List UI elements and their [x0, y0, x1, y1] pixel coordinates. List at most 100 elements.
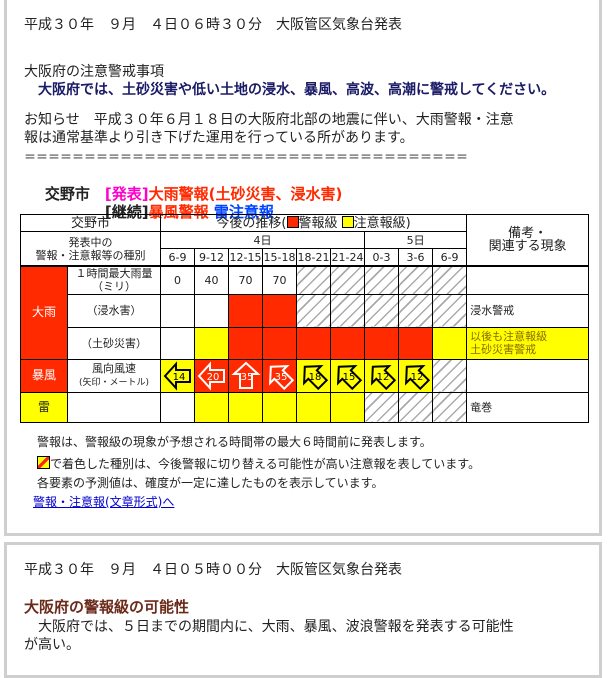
issued-time: 平成３０年 ９月 ４日０６時３０分 大阪管区気象台発表	[24, 17, 402, 33]
note: 各要素の予測値は、確度が一定に達したものを表示しています。	[37, 476, 384, 490]
forecast-cell	[330, 391, 366, 423]
warning-type: 雷	[20, 391, 68, 423]
forecast-cell	[262, 326, 298, 360]
forecast-cell: 70	[228, 265, 264, 295]
day-header: 5日	[364, 231, 468, 249]
row-label-text: （ミリ）	[92, 280, 136, 294]
forecast-cell: 18	[296, 358, 332, 393]
notice-line: 報は通常基準より引き下げた運用を行っている所があります。	[24, 130, 414, 146]
forecast-cell	[296, 326, 332, 360]
time-slot-header: 12-15	[228, 248, 264, 267]
forecast-cell: 35	[228, 358, 264, 393]
wind-speed: 12	[410, 372, 423, 383]
forecast-cell	[398, 293, 434, 328]
row-label-text: （土砂災害）	[81, 336, 147, 350]
forecast-cell	[432, 293, 468, 328]
forecast-cell	[330, 265, 366, 295]
row-label: （土砂災害）	[66, 326, 162, 360]
row-label-text: １時間最大雨量	[75, 267, 153, 281]
remark-text: 浸水警戒	[470, 304, 515, 317]
wind-arrow-icon: 20	[197, 360, 225, 391]
warning-legend-label: 警報級	[298, 216, 338, 231]
type-header: 発表中の 警報・注意報等の種別	[19, 231, 162, 267]
time-slot-header: 21-24	[330, 248, 366, 267]
wind-arrow-icon: 14	[163, 360, 191, 391]
forecast-cell	[364, 293, 400, 328]
note: で着色した種別は、今後警報に切り替える可能性が高い注意報を表しています。	[37, 455, 480, 472]
remarks-label: 関連する現象	[488, 239, 567, 254]
forecast-cell	[432, 265, 468, 295]
warning-type: 暴風	[20, 358, 68, 393]
table-city: 交野市	[19, 214, 162, 232]
trend-label: 今後の推移(	[216, 216, 287, 231]
forecast-cell	[364, 265, 400, 295]
forecast-cell: 70	[262, 265, 298, 295]
wind-arrow-icon: 35	[268, 364, 294, 390]
remark-cell: 以後も注意報級 土砂災害警戒	[466, 326, 590, 360]
wind-arrow-icon: 12	[404, 364, 430, 390]
time-slot-header: 3-6	[398, 248, 434, 267]
notice-line: お知らせ 平成３０年６月１８日の大阪府北部の地震に伴い、大雨警報・注意	[24, 112, 514, 128]
forecast-cell	[364, 391, 400, 423]
remark-text: 以後も注意報級	[470, 330, 548, 343]
forecast-cell	[398, 391, 434, 423]
forecast-cell	[228, 293, 264, 328]
wind-speed: 35	[240, 372, 253, 383]
remark-cell: 竜巻	[466, 391, 590, 423]
forecast-cell	[194, 326, 230, 360]
forecast-cell	[398, 326, 434, 360]
forecast-cell	[398, 265, 434, 295]
forecast-cell	[296, 293, 332, 328]
time-slot-header: 15-18	[262, 248, 298, 267]
type-label: 警報・注意報等の種別	[35, 248, 146, 262]
wind-speed: 12	[376, 372, 389, 383]
time-slot-header: 6-9	[160, 248, 196, 267]
forecast-cell	[364, 326, 400, 360]
city-name: 交野市	[44, 185, 90, 203]
table-row: 雷 竜巻	[20, 391, 590, 423]
warning-panel: 平成３０年 ９月 ４日０６時３０分 大阪管区気象台発表 大阪府の注意警戒事項 大…	[4, 0, 602, 536]
forecast-cell: 12	[398, 358, 434, 393]
remark-cell	[466, 358, 590, 393]
wind-speed: 14	[172, 372, 185, 383]
forecast-cell	[228, 326, 264, 360]
forecast-cell	[262, 391, 298, 423]
day-header: 4日	[160, 231, 366, 249]
possibility-text: が高い。	[24, 637, 80, 653]
forecast-cell	[432, 326, 468, 360]
forecast-cell: 0	[160, 265, 196, 295]
text-format-link[interactable]: 警報・注意報(文章形式)へ	[33, 495, 175, 509]
announce-tag: [発表]	[104, 185, 149, 203]
forecast-cell: 35	[262, 358, 298, 393]
forecast-cell	[194, 293, 230, 328]
row-label-text: 風向風速	[92, 361, 136, 375]
row-label-text: （浸水害）	[86, 304, 142, 317]
time-slot-header: 0-3	[364, 248, 400, 267]
forecast-cell	[330, 326, 366, 360]
row-label-text: (矢印・メートル)	[78, 377, 150, 388]
announced-warning: 大雨警報(土砂災害、浸水害)	[148, 185, 343, 203]
remark-text: 土砂災害警戒	[470, 343, 537, 356]
caution-heading: 大阪府の注意警戒事項	[24, 64, 164, 80]
wind-arrow-icon: 12	[370, 364, 396, 390]
forecast-cell	[194, 391, 230, 423]
type-label: 発表中の	[68, 235, 113, 249]
remark-cell: 浸水警戒	[466, 293, 590, 328]
wind-speed: 18	[308, 372, 321, 383]
forecast-table: 交野市 今後の推移( 警報級 注意報級) 備考・ 関連する現象 発表中の 警報・注意報…	[19, 214, 590, 423]
forecast-cell	[160, 293, 196, 328]
forecast-cell	[296, 265, 332, 295]
possibility-text: 大阪府では、５日までの期間内に、大雨、暴風、波浪警報を発表する可能性	[24, 619, 514, 635]
remarks-label: 備考・	[508, 226, 548, 241]
row-label	[66, 391, 162, 423]
wind-arrow-icon: 18	[302, 364, 328, 390]
possibility-panel: 平成３０年 ９月 ４日０５時００分 大阪管区気象台発表 大阪府の警報級の可能性 …	[4, 542, 602, 678]
forecast-cell: 12	[364, 358, 400, 393]
table-row: （土砂災害） 以後も注意報級 土砂災害警戒	[21, 326, 590, 360]
separator: ＝＝＝＝＝＝＝＝＝＝＝＝＝＝＝＝＝＝＝＝＝＝＝＝＝＝＝＝＝＝＝＝＝＝＝＝＝	[24, 150, 469, 164]
table-row: 暴風 風向風速 (矢印・メートル) 14 20 35 35 18 15 12 12	[20, 358, 590, 393]
row-label: １時間最大雨量 （ミリ）	[66, 265, 162, 295]
upgrade-likely-icon	[37, 456, 50, 469]
advisory-legend-label: 注意報級)	[353, 216, 411, 231]
warning-legend-swatch	[286, 216, 299, 228]
